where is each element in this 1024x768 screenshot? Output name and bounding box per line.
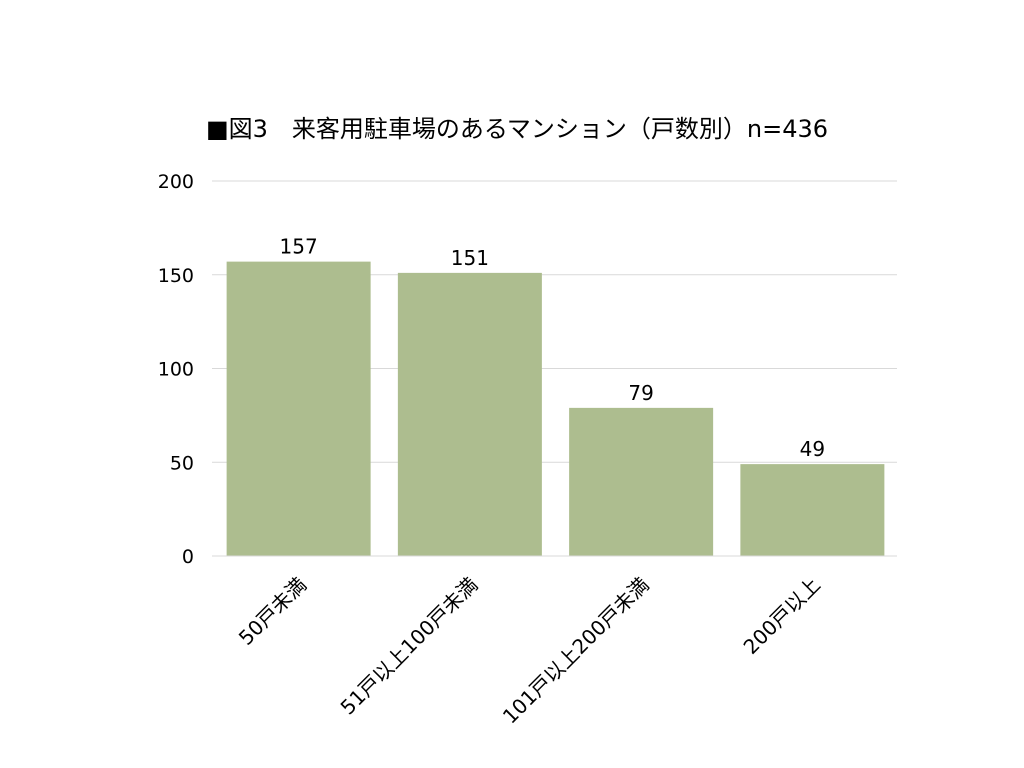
category-label: 101戸以上200戸未満 — [498, 573, 654, 729]
y-axis-tick-labels: 0 50 100 150 200 — [158, 171, 194, 568]
bar — [397, 272, 542, 556]
data-label: 151 — [451, 246, 489, 270]
y-tick-label: 100 — [158, 359, 194, 381]
data-labels: 157 151 79 49 — [280, 235, 826, 462]
category-label: 50戸未満 — [234, 573, 311, 650]
data-label: 79 — [628, 381, 653, 405]
bar — [740, 464, 885, 556]
y-tick-label: 150 — [158, 265, 194, 287]
x-axis-category-labels: 50戸未満 51戸以上100戸未満 101戸以上200戸未満 200戸以上 — [234, 573, 825, 729]
bar — [569, 407, 714, 556]
data-label: 157 — [280, 235, 318, 259]
chart-title: ■図3 来客用駐車場のあるマンション（戸数別）n=436 — [206, 115, 828, 143]
y-tick-label: 0 — [182, 546, 194, 568]
category-label: 51戸以上100戸未満 — [336, 573, 483, 720]
y-tick-label: 50 — [170, 452, 194, 474]
bars — [226, 261, 885, 556]
bar — [226, 261, 371, 556]
y-tick-label: 200 — [158, 171, 194, 193]
category-label: 200戸以上 — [739, 573, 825, 659]
data-label: 49 — [800, 437, 825, 461]
